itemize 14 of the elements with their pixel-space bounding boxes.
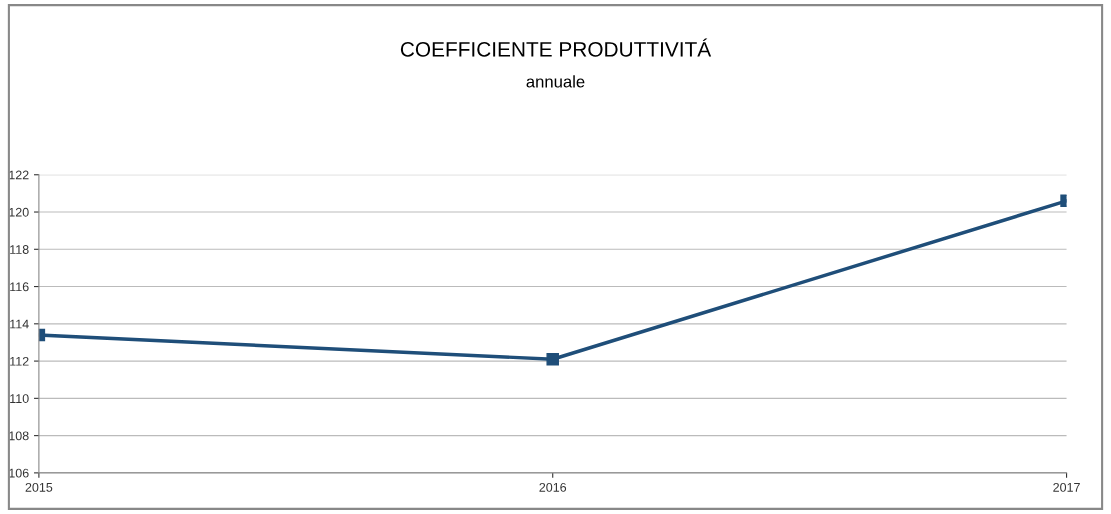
y-tick-label: 122 bbox=[9, 170, 29, 180]
y-tick-label: 116 bbox=[10, 282, 29, 292]
y-tick-label: 106 bbox=[9, 468, 29, 478]
x-tick-label: 2015 bbox=[25, 482, 53, 492]
y-tick-label: 120 bbox=[9, 207, 29, 217]
x-tick-label: 2017 bbox=[1053, 482, 1080, 492]
y-tick-label: 114 bbox=[10, 319, 29, 329]
y-tick-label: 112 bbox=[10, 356, 29, 366]
chart-subtitle: annuale bbox=[526, 75, 585, 88]
y-tick-label: 118 bbox=[10, 245, 29, 254]
chart-title: COEFFICIENTE PRODUTTIVITÁ bbox=[400, 38, 712, 57]
y-tick-label: 110 bbox=[10, 394, 29, 403]
x-tick-label: 2016 bbox=[539, 482, 567, 492]
y-tick-label: 108 bbox=[9, 431, 29, 441]
